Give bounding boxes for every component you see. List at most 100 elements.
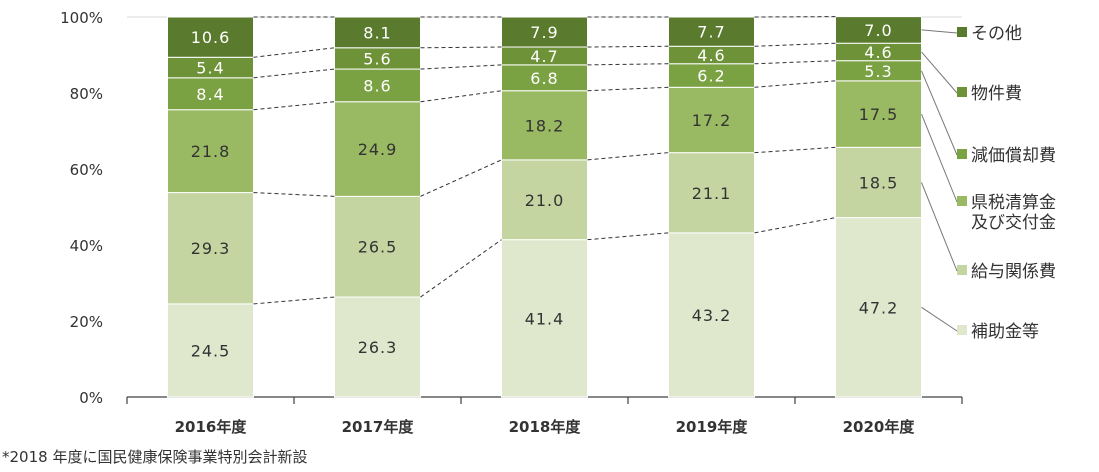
connector-line: [587, 86, 669, 92]
x-category-label: 2017年度: [342, 418, 415, 436]
data-label: 18.2: [525, 116, 565, 135]
bar-segment: [501, 16, 588, 48]
data-label: 5.6: [363, 49, 391, 68]
legend-swatch: [957, 196, 967, 206]
data-label: 8.6: [363, 76, 391, 95]
data-label: 6.8: [530, 69, 558, 88]
data-label: 7.7: [697, 23, 725, 42]
bar-segment: [334, 101, 421, 197]
bar-segment: [501, 239, 588, 398]
data-label: 4.7: [530, 47, 558, 66]
data-label: 7.0: [864, 21, 892, 40]
legend-swatch: [957, 27, 967, 37]
data-label: 43.2: [692, 306, 732, 325]
legend-label: 補助金等: [971, 322, 1039, 342]
connector-line: [754, 60, 836, 65]
legend-swatch: [957, 265, 967, 275]
bar-segment: [668, 86, 755, 154]
data-label: 24.5: [191, 341, 231, 360]
legend-leader-line: [921, 306, 958, 332]
bar-segment: [668, 152, 755, 234]
data-label: 41.4: [525, 309, 565, 328]
data-label: 10.6: [191, 28, 231, 47]
y-tick-label: 40%: [70, 237, 103, 255]
connector-line: [754, 42, 836, 47]
connector-line: [253, 47, 335, 58]
bar-segment: [835, 16, 922, 44]
connector-line: [420, 159, 502, 197]
data-label: 18.5: [859, 173, 899, 192]
legend-leader-line: [921, 70, 958, 156]
legend-leader-line: [921, 51, 958, 94]
bar-segment: [668, 232, 755, 398]
data-label: 4.6: [864, 43, 892, 62]
bar-segment: [167, 192, 254, 305]
legend-label: 物件費: [971, 84, 1022, 104]
connector-line: [420, 239, 502, 298]
bar-segment: [668, 16, 755, 47]
bar-segment: [167, 16, 254, 58]
legend-leader-line: [921, 29, 958, 34]
y-tick-label: 0%: [79, 389, 103, 407]
connector-line: [587, 232, 669, 241]
data-label: 21.8: [191, 142, 231, 161]
data-label: 26.3: [358, 338, 398, 357]
legend-label: その他: [971, 24, 1022, 44]
connector-line: [420, 90, 502, 103]
legend-label: 県税清算金: [971, 193, 1056, 213]
x-category-label: 2016年度: [175, 418, 248, 436]
connector-line: [587, 45, 669, 48]
data-label: 47.2: [859, 298, 899, 317]
connector-line: [754, 80, 836, 88]
legend-leader-line: [921, 113, 958, 203]
legend-label: 減価償却費: [971, 146, 1056, 166]
legend-swatch: [957, 87, 967, 97]
bar-segment: [501, 159, 588, 241]
connector-line: [754, 146, 836, 154]
y-tick-label: 60%: [70, 161, 103, 179]
data-label: 5.3: [864, 62, 892, 81]
legend-swatch: [957, 149, 967, 159]
data-label: 7.9: [530, 23, 558, 42]
connector-line: [253, 101, 335, 111]
footnote: *2018 年度に国民健康保険事業特別会計新設: [2, 448, 307, 466]
connector-line: [253, 68, 335, 79]
connector-line: [587, 63, 669, 66]
connector-line: [253, 192, 335, 197]
connector-line: [587, 152, 669, 161]
x-category-label: 2020年度: [843, 418, 916, 436]
connector-line: [253, 296, 335, 305]
plot-area: 0% 20% 40% 60% 80% 100% 24.5 29.3 21.8 8.4 5.4 10.6…: [60, 9, 963, 436]
data-label: 5.4: [196, 59, 224, 78]
x-category-label: 2018年度: [509, 418, 582, 436]
legend-label: 及び交付金: [971, 213, 1056, 233]
connector-line: [754, 217, 836, 234]
y-tick-label: 80%: [70, 85, 103, 103]
connector-line: [420, 46, 502, 49]
bar-segment: [167, 109, 254, 194]
data-label: 6.2: [697, 67, 725, 86]
data-label: 26.5: [358, 238, 398, 257]
data-label: 29.3: [191, 239, 231, 258]
bar-segment: [835, 80, 922, 148]
y-tick-label: 100%: [60, 9, 103, 27]
data-label: 4.6: [697, 46, 725, 65]
data-label: 8.4: [196, 85, 224, 104]
data-label: 8.1: [363, 23, 391, 42]
data-label: 17.2: [692, 111, 732, 130]
data-label: 21.1: [692, 184, 732, 203]
data-label: 24.9: [358, 140, 398, 159]
bar-segment: [334, 16, 421, 49]
bar-segment: [501, 64, 588, 92]
data-label: 17.5: [859, 105, 899, 124]
bar-segment: [167, 303, 254, 398]
bar-segment: [835, 217, 922, 398]
legend-leader-line: [921, 182, 958, 272]
data-label: 21.0: [525, 191, 565, 210]
legend-swatch: [957, 325, 967, 335]
legend-label: 給与関係費: [971, 262, 1056, 282]
y-tick-label: 20%: [70, 313, 103, 331]
x-category-label: 2019年度: [676, 418, 749, 436]
